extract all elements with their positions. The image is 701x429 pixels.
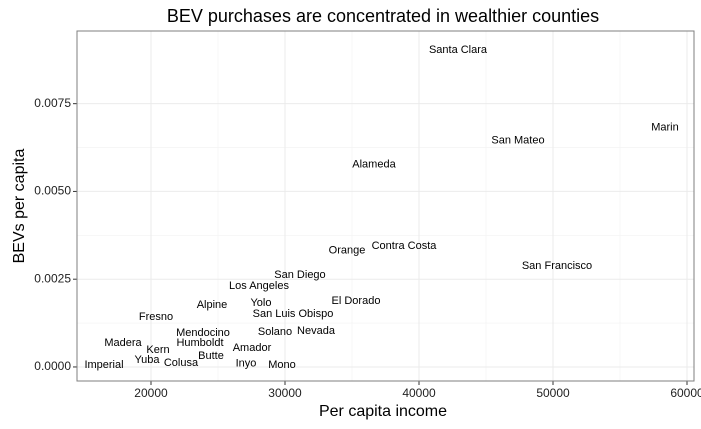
point-label: Kern	[146, 344, 169, 356]
point-label: Fresno	[139, 311, 173, 323]
point-label: Nevada	[297, 325, 336, 337]
point-label: Mendocino	[176, 327, 230, 339]
point-label: San Mateo	[491, 134, 544, 146]
point-label: San Francisco	[522, 260, 592, 272]
x-tick-label: 60000	[670, 386, 701, 400]
point-label: Los Angeles	[229, 280, 289, 292]
x-tick-label: 50000	[536, 386, 570, 400]
point-label: Colusa	[164, 357, 199, 369]
x-tick-label: 40000	[402, 386, 436, 400]
y-tick-label: 0.0050	[34, 184, 71, 198]
y-tick-label: 0.0075	[34, 96, 71, 110]
point-label: Yolo	[250, 297, 271, 309]
x-axis-title: Per capita income	[319, 403, 447, 420]
point-label: San Diego	[274, 269, 325, 281]
plot-border	[76, 30, 695, 382]
point-label: Imperial	[84, 359, 123, 371]
point-label: Inyo	[236, 358, 257, 370]
point-label: Solano	[258, 326, 292, 338]
y-tick-label: 0.0000	[34, 359, 71, 373]
point-label: Alpine	[197, 299, 228, 311]
point-label: Butte	[198, 350, 224, 362]
point-label: Amador	[233, 342, 272, 354]
point-label: Humboldt	[176, 337, 223, 349]
point-label: El Dorado	[332, 295, 381, 307]
x-tick-label: 30000	[268, 386, 302, 400]
y-axis-title: BEVs per capita	[11, 149, 28, 264]
point-label: Madera	[104, 337, 142, 349]
point-label: Yuba	[134, 354, 160, 366]
point-label: Contra Costa	[372, 240, 438, 252]
point-label: Mono	[268, 359, 296, 371]
y-tick-label: 0.0025	[34, 271, 71, 285]
point-label: San Luis Obispo	[253, 308, 334, 320]
point-label: Santa Clara	[429, 44, 488, 56]
point-label: Marin	[651, 121, 679, 133]
point-label: Orange	[329, 244, 366, 256]
point-label: Alameda	[352, 158, 396, 170]
x-tick-label: 20000	[134, 386, 168, 400]
chart-title: BEV purchases are concentrated in wealth…	[167, 6, 599, 26]
